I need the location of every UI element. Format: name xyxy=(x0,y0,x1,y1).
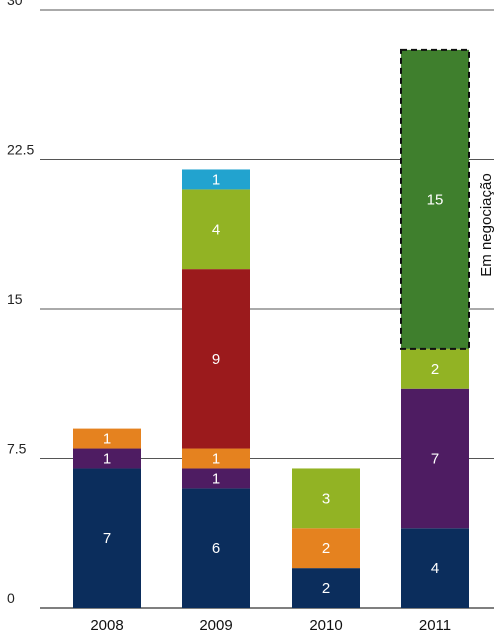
y-axis-tick-labels: 0 7.5 15 22.5 30 xyxy=(7,0,34,606)
bar-segment-2009-0 xyxy=(182,488,250,608)
bar-value-label: 1 xyxy=(212,470,220,487)
x-category-label: 2010 xyxy=(309,617,342,634)
bar-segment-2008-2 xyxy=(73,428,141,449)
bar-segment-2009-2 xyxy=(182,448,250,469)
bar-value-label: 3 xyxy=(322,490,330,507)
bar-value-label: 1 xyxy=(212,171,220,188)
bar-segment-2010-1 xyxy=(292,528,360,569)
bar-segment-2009-3 xyxy=(182,269,250,449)
bar-value-label: 6 xyxy=(212,540,220,557)
y-tick-label: 30 xyxy=(7,0,23,8)
bar-value-label: 1 xyxy=(103,451,111,468)
bar-value-label: 7 xyxy=(431,451,439,468)
annotations: Em negociação xyxy=(478,173,495,276)
y-tick-label: 0 xyxy=(7,590,15,606)
bar-segment-2009-5 xyxy=(182,169,250,190)
bar-segment-2011-0 xyxy=(401,528,469,608)
bar-segment-2011-3 xyxy=(400,48,470,350)
bar-segment-2011-2 xyxy=(401,348,469,389)
annotation-label: Em negociação xyxy=(478,173,495,276)
bar-segment-2011-1 xyxy=(401,388,469,529)
bar-value-label: 4 xyxy=(212,221,220,238)
bar-value-label: 2 xyxy=(322,540,330,557)
x-category-label: 2011 xyxy=(419,617,451,634)
bar-segment-2008-0 xyxy=(73,468,141,608)
bar-value-label: 1 xyxy=(212,451,220,468)
bar-segment-2010-0 xyxy=(292,568,360,608)
bar-segment-2008-1 xyxy=(73,448,141,469)
bar-segment-2009-1 xyxy=(182,468,250,489)
x-category-label: 2008 xyxy=(90,617,123,634)
y-tick-label: 22.5 xyxy=(7,142,34,158)
y-tick-label: 15 xyxy=(7,291,23,307)
y-tick-label: 7.5 xyxy=(7,441,27,457)
bar-value-label: 15 xyxy=(427,191,444,208)
bar-value-label: 4 xyxy=(431,560,439,577)
x-axis-category-labels: 2008 2009 2010 2011 xyxy=(90,617,451,634)
bar-segment-2009-4 xyxy=(182,189,250,270)
bar-value-label: 2 xyxy=(431,361,439,378)
bar-value-label: 9 xyxy=(212,351,220,368)
x-category-label: 2009 xyxy=(199,617,232,634)
bar-value-label: 1 xyxy=(103,431,111,448)
bar-value-label: 7 xyxy=(103,530,111,547)
bar-value-label: 2 xyxy=(322,580,330,597)
bar-segment-2010-2 xyxy=(292,468,360,529)
